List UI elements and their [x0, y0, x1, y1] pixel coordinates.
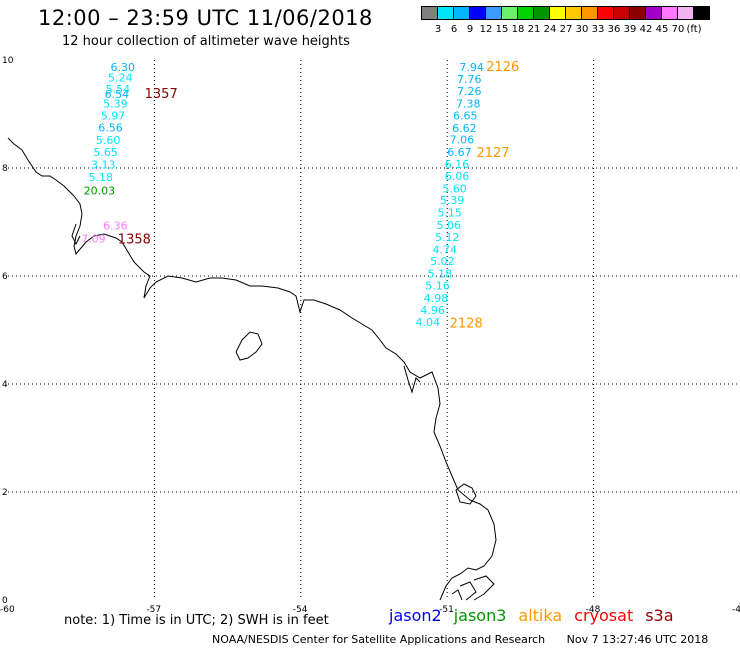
legend-label: 70 — [671, 24, 685, 35]
legend-label: 30 — [575, 24, 589, 35]
legend-label: 39 — [623, 24, 637, 35]
timestamp: Nov 7 13:27:46 UTC 2018 — [566, 633, 709, 646]
coastline — [7, 137, 497, 601]
wave-height-reading: 7.76 — [457, 73, 482, 86]
wave-height-reading: 20.03 — [84, 184, 116, 197]
wave-height-reading: 6.62 — [452, 122, 477, 135]
x-tick-label: -48 — [586, 605, 601, 615]
wave-height-reading: 5.18 — [89, 171, 114, 184]
credit-text: NOAA/NESDIS Center for Satellite Applica… — [212, 633, 546, 646]
pass-id-label: 1358 — [118, 233, 151, 248]
legend-label: 6 — [450, 24, 458, 35]
legend-label: 45 — [655, 24, 669, 35]
wave-height-reading: 5.24 — [108, 72, 133, 85]
pass-id-label: 2127 — [476, 146, 509, 161]
wave-height-reading: 5.39 — [103, 98, 128, 111]
wave-height-reading: 6.65 — [453, 109, 478, 122]
satellite-name: jason3 — [453, 606, 507, 625]
wave-height-reading: 7.38 — [456, 98, 481, 111]
coastline-delta — [451, 575, 495, 601]
wave-readings: 6.305.245.546.545.395.976.565.605.653.13… — [81, 61, 484, 329]
wave-height-reading: 6.06 — [445, 170, 470, 183]
page-title: 12:00 – 23:59 UTC 11/06/2018 — [38, 6, 373, 30]
wave-height-reading: 5.18 — [428, 268, 453, 281]
wave-height-reading: 4.96 — [420, 304, 445, 317]
y-tick-label: 4 — [2, 380, 8, 390]
legend-label: 12 — [479, 24, 493, 35]
x-tick-label: -60 — [0, 605, 15, 615]
lat-lon-grid: -60 -57 -54 -51 -48 -45 10 8 6 4 2 0 — [0, 56, 740, 615]
color-scale-legend — [421, 6, 710, 20]
wave-height-reading: 5.65 — [93, 146, 118, 159]
legend-label: 9 — [466, 24, 474, 35]
footer-credit: NOAA/NESDIS Center for Satellite Applica… — [212, 633, 708, 646]
legend-label: 24 — [543, 24, 557, 35]
wave-height-reading: 5.54 — [106, 83, 131, 96]
coastline-main — [7, 137, 497, 601]
wave-height-reading: 5.97 — [101, 109, 126, 122]
y-tick-label: 0 — [2, 596, 8, 606]
wave-height-reading: 7.06 — [450, 134, 475, 147]
legend-swatch — [693, 6, 710, 20]
satellite-name: jason2 — [389, 606, 442, 625]
x-tick-label: -54 — [293, 605, 308, 615]
pass-id-label: 2128 — [450, 316, 483, 331]
legend-label: 18 — [511, 24, 525, 35]
wave-height-reading: 7.94 — [459, 61, 484, 74]
legend-label: (ft) — [686, 24, 702, 35]
satellite-name: s3a — [645, 606, 674, 625]
legend-label: 21 — [527, 24, 541, 35]
legend-label: 27 — [559, 24, 573, 35]
wave-height-reading: 5.39 — [440, 194, 465, 207]
wave-height-reading: 6.56 — [98, 121, 123, 134]
wave-height-reading: 7.09 — [81, 233, 106, 246]
legend-label: 36 — [607, 24, 621, 35]
island-marajo — [455, 483, 477, 505]
wave-height-reading: 6.36 — [103, 220, 128, 233]
wave-height-reading: 6.54 — [105, 88, 129, 101]
pass-labels: 1357 1358 2126 2127 2128 — [118, 60, 520, 331]
legend-label: 33 — [591, 24, 605, 35]
wave-height-reading: 4.74 — [433, 243, 458, 256]
legend-label: 3 — [434, 24, 442, 35]
y-tick-label: 8 — [2, 164, 8, 174]
river-inlet — [403, 365, 421, 394]
wave-height-reading: 3.13 — [91, 159, 116, 172]
wave-height-reading: 5.02 — [430, 255, 455, 268]
wave-height-reading: 5.12 — [435, 231, 460, 244]
pass-id-label: 2126 — [486, 60, 519, 75]
y-tick-label: 2 — [2, 488, 8, 498]
wave-height-reading: 5.06 — [436, 219, 461, 232]
wave-height-reading: 6.67 — [447, 146, 472, 159]
y-tick-label: 6 — [2, 272, 8, 282]
x-tick-label: -45 — [732, 605, 740, 615]
wave-height-reading: 5.15 — [437, 207, 462, 220]
wave-height-reading: 5.60 — [96, 134, 121, 147]
wave-height-reading: 4.98 — [424, 292, 449, 305]
wave-height-reading: 6.16 — [445, 158, 470, 171]
satellite-name: altika — [518, 606, 563, 625]
island-reservoir — [235, 331, 263, 361]
satellite-name: cryosat — [574, 606, 634, 625]
x-tick-label: -51 — [439, 605, 454, 615]
coastline-essequibo — [71, 223, 81, 246]
page-subtitle: 12 hour collection of altimeter wave hei… — [62, 34, 350, 49]
footer-note: note: 1) Time is in UTC; 2) SWH is in fe… — [64, 613, 329, 628]
wave-height-reading: 5.60 — [442, 182, 467, 195]
wave-height-reading: 7.26 — [457, 85, 482, 98]
wave-height-reading: 6.30 — [110, 61, 135, 74]
wave-height-reading: 5.16 — [425, 280, 450, 293]
wave-height-reading: 4.04 — [415, 316, 440, 329]
legend-label: 42 — [639, 24, 653, 35]
y-tick-label: 10 — [2, 56, 14, 66]
x-tick-label: -57 — [146, 605, 161, 615]
satellite-legend: jason2 jason3 altika cryosat s3a — [389, 606, 686, 625]
legend-label: 15 — [495, 24, 509, 35]
pass-id-label: 1357 — [145, 87, 178, 102]
